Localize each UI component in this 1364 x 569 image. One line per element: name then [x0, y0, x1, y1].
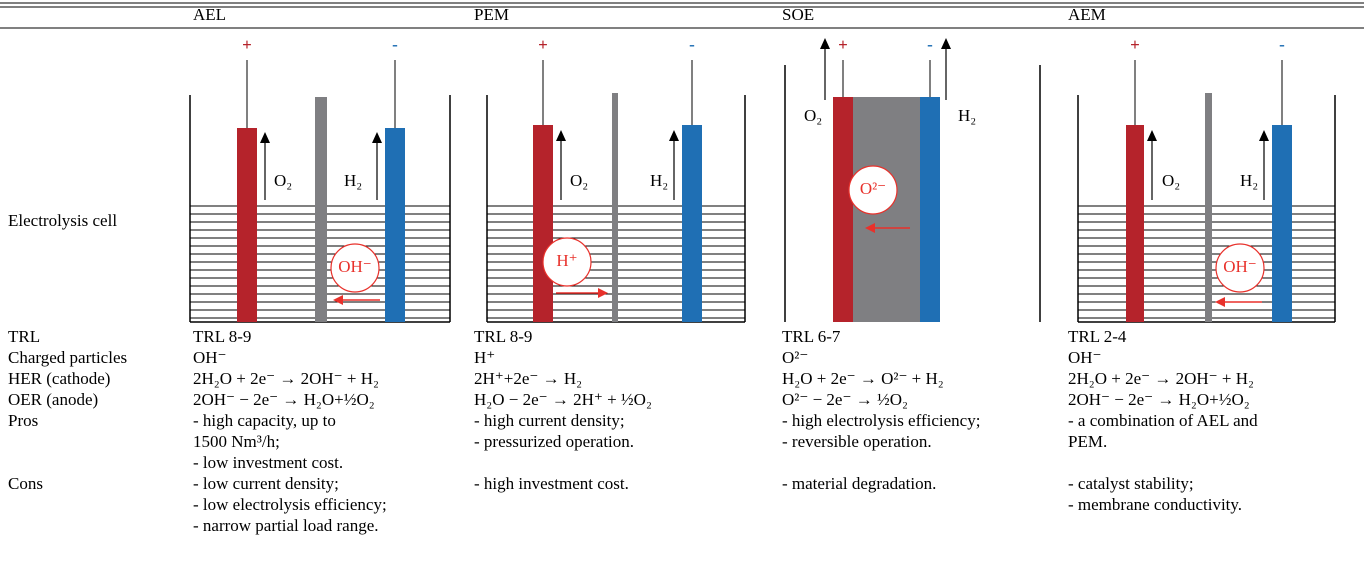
ion-label: O²⁻: [860, 179, 886, 198]
gas-arrow-head: [1259, 130, 1269, 141]
cell-text: O²⁻ − 2e⁻ → ½O₂: [782, 390, 908, 409]
cathode: [385, 128, 405, 322]
column-header: SOE: [782, 5, 814, 24]
minus-sign: -: [927, 35, 933, 54]
cell-text: - high current density;: [474, 411, 625, 430]
gas-label: H₂: [650, 171, 668, 190]
minus-sign: -: [1279, 35, 1285, 54]
table-figure: Electrolysis cell AEL PEM SOE AEM + - O₂ H₂ OH⁻ +…: [0, 0, 1364, 569]
gas-arrow-head: [556, 130, 566, 141]
cell-text: - low electrolysis efficiency;: [193, 495, 387, 514]
membrane: [315, 97, 327, 322]
row-label: Pros: [8, 411, 38, 430]
anode: [533, 125, 553, 322]
column-header: PEM: [474, 5, 509, 24]
gas-label: H₂: [958, 106, 976, 125]
minus-sign: -: [689, 35, 695, 54]
anode: [1126, 125, 1144, 322]
gas-arrow-head: [260, 132, 270, 143]
cell-text: 2H₂O + 2e⁻ → 2OH⁻ + H₂: [1068, 369, 1254, 388]
row-label: Charged particles: [8, 348, 127, 367]
cell-text: - reversible operation.: [782, 432, 932, 451]
gas-arrow-head: [372, 132, 382, 143]
cell-text: 2H₂O + 2e⁻ → 2OH⁻ + H₂: [193, 369, 379, 388]
gas-label: O₂: [570, 171, 588, 190]
membrane: [1205, 93, 1212, 322]
gas-label: O₂: [804, 106, 822, 125]
cell-text: - a combination of AEL and: [1068, 411, 1258, 430]
cell-text: OH⁻: [1068, 348, 1102, 367]
cell-text: - low investment cost.: [193, 453, 343, 472]
cell-text: - catalyst stability;: [1068, 474, 1194, 493]
gas-label: O₂: [1162, 171, 1180, 190]
cell-text: - membrane conductivity.: [1068, 495, 1242, 514]
cell-text: - narrow partial load range.: [193, 516, 379, 535]
cell-text: 2H⁺+2e⁻ → H₂: [474, 369, 582, 388]
cell-text: OH⁻: [193, 348, 227, 367]
column-header: AEL: [193, 5, 226, 24]
cell-text: - high capacity, up to: [193, 411, 336, 430]
cell-text: - pressurized operation.: [474, 432, 634, 451]
plus-sign: +: [242, 35, 252, 54]
row-label: HER (cathode): [8, 369, 110, 388]
gas-label: H₂: [344, 171, 362, 190]
ion-label: OH⁻: [338, 257, 372, 276]
cell-text: TRL 8-9: [474, 327, 532, 346]
cell-text: TRL 6-7: [782, 327, 841, 346]
cell-text: 2OH⁻ − 2e⁻ → H₂O+½O₂: [193, 390, 375, 409]
plus-sign: +: [1130, 35, 1140, 54]
ion-label: H⁺: [556, 251, 577, 270]
gas-arrow-head: [941, 38, 951, 49]
plus-sign: +: [538, 35, 548, 54]
ion-arrow-head: [333, 295, 343, 305]
anode: [833, 97, 853, 322]
gas-arrow-head: [820, 38, 830, 49]
anode: [237, 128, 257, 322]
row-label: OER (anode): [8, 390, 98, 409]
row-label: Electrolysis cell: [8, 211, 117, 230]
gas-arrow-head: [1147, 130, 1157, 141]
cell-text: PEM.: [1068, 432, 1107, 451]
cell-text: 2OH⁻ − 2e⁻ → H₂O+½O₂: [1068, 390, 1250, 409]
cell-text: H₂O + 2e⁻ → O²⁻ + H₂: [782, 369, 944, 388]
gas-label: H₂: [1240, 171, 1258, 190]
cell-text: TRL 2-4: [1068, 327, 1127, 346]
cell-text: H⁺: [474, 348, 495, 367]
row-label: TRL: [8, 327, 40, 346]
cell-text: - material degradation.: [782, 474, 936, 493]
cell-text: - high investment cost.: [474, 474, 629, 493]
cell-text: - high electrolysis efficiency;: [782, 411, 980, 430]
cell-text: O²⁻: [782, 348, 808, 367]
cathode: [920, 97, 940, 322]
column-header: AEM: [1068, 5, 1106, 24]
ion-arrow-head: [1215, 297, 1225, 307]
cathode: [682, 125, 702, 322]
minus-sign: -: [392, 35, 398, 54]
gas-arrow-head: [669, 130, 679, 141]
membrane: [612, 93, 618, 322]
cell-text: H₂O − 2e⁻ → 2H⁺ + ½O₂: [474, 390, 652, 409]
ion-arrow-head: [598, 288, 608, 298]
ion-label: OH⁻: [1223, 257, 1257, 276]
cell-text: TRL 8-9: [193, 327, 251, 346]
cathode: [1272, 125, 1292, 322]
cell-text: - low current density;: [193, 474, 339, 493]
cell-text: 1500 Nm³/h;: [193, 432, 280, 451]
gas-label: O₂: [274, 171, 292, 190]
row-label: Cons: [8, 474, 43, 493]
plus-sign: +: [838, 35, 848, 54]
